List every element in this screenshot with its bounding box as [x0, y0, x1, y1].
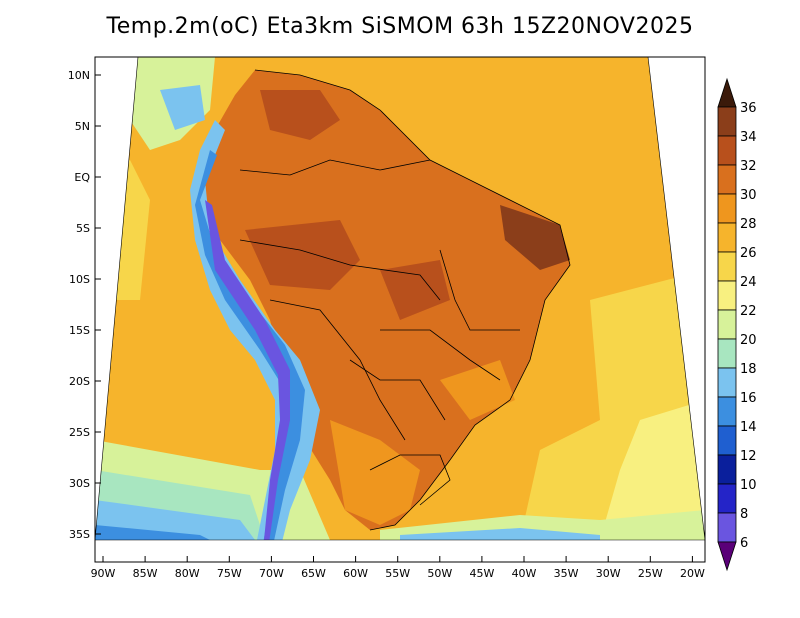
atlantic-lightyellow-zone — [600, 400, 705, 540]
colorbar-label: 12 — [740, 449, 757, 464]
lon-tick-label: 80W — [175, 567, 200, 580]
andes-purple-core — [205, 200, 290, 540]
colorbar-max-arrow — [717, 77, 737, 108]
lat-tick-label: 15S — [69, 324, 90, 337]
southeast-blue-band — [400, 528, 600, 540]
lon-tick-label: 60W — [343, 567, 368, 580]
lat-tick-label: 10S — [69, 273, 90, 286]
southeast-land-zone — [440, 360, 515, 420]
pacific-north-blue-zone — [160, 85, 205, 130]
lon-tick-label: 75W — [217, 567, 242, 580]
colorbar-label: 36 — [740, 101, 757, 116]
colorbar-segment — [717, 135, 737, 166]
colorbar-segment — [717, 454, 737, 485]
lon-tick-label: 65W — [301, 567, 326, 580]
lat-tick-label: 35S — [69, 528, 90, 541]
colorbar-segment — [717, 483, 737, 514]
lon-tick-label: 90W — [91, 567, 116, 580]
lon-tick-label: 25W — [638, 567, 663, 580]
hot-north-zone — [260, 90, 340, 140]
andes-blue-core — [195, 150, 305, 540]
lon-tick-label: 20W — [680, 567, 705, 580]
lon-tick-label: 40W — [512, 567, 537, 580]
lat-tick-label: 5S — [76, 222, 90, 235]
hot-central-zone — [380, 260, 450, 320]
lon-tick-label: 30W — [596, 567, 621, 580]
colorbar-label: 30 — [740, 188, 757, 203]
colorbar-label: 20 — [740, 333, 757, 348]
axes-frame — [94, 56, 706, 563]
hot-northeast-zone — [500, 205, 570, 270]
latitude-axis: 10N 5N EQ 5S 10S 15S 20S 25S 30S 35S — [68, 69, 101, 541]
country-borders — [239, 69, 571, 531]
colorbar-segment — [717, 512, 737, 543]
south-blue-band — [95, 525, 210, 540]
lon-tick-label: 35W — [554, 567, 579, 580]
lat-tick-label: EQ — [74, 171, 90, 184]
lon-tick-label: 45W — [469, 567, 494, 580]
colorbar-segment — [717, 396, 737, 427]
colorbar-segment — [717, 193, 737, 224]
map-title: Temp.2m(oC) Eta3km SiSMOM 63h 15Z20NOV20… — [106, 14, 694, 39]
colorbar-label: 16 — [740, 391, 757, 406]
colorbar-segment — [717, 425, 737, 456]
colorbar: 36 34 32 30 28 26 24 22 20 18 16 14 12 10 8 6 — [717, 77, 757, 572]
lat-tick-label: 10N — [68, 69, 90, 82]
colorbar-segment — [717, 222, 737, 253]
south-land-zone — [330, 420, 420, 525]
colorbar-segment — [717, 338, 737, 369]
colorbar-segment — [717, 164, 737, 195]
colorbar-min-arrow — [717, 541, 737, 572]
lon-tick-label: 55W — [385, 567, 410, 580]
colorbar-segment — [717, 309, 737, 340]
colorbar-segment — [717, 280, 737, 311]
lat-tick-label: 20S — [69, 375, 90, 388]
colorbar-label: 10 — [740, 478, 757, 493]
colorbar-label: 14 — [740, 420, 757, 435]
lon-tick-label: 70W — [259, 567, 284, 580]
colorbar-label: 22 — [740, 304, 757, 319]
longitude-axis: 90W 85W 80W 75W 70W 65W 60W 55W 50W 45W 40W 35W 30W 2… — [91, 556, 705, 580]
colorbar-label: 28 — [740, 217, 757, 232]
colorbar-label: 26 — [740, 246, 757, 261]
lat-tick-label: 5N — [75, 120, 90, 133]
temperature-field — [95, 57, 705, 540]
colorbar-segment — [717, 106, 737, 137]
colorbar-label: 34 — [740, 130, 757, 145]
hot-west-amazon-zone — [245, 220, 360, 290]
lon-tick-label: 85W — [133, 567, 158, 580]
colorbar-label: 24 — [740, 275, 757, 290]
lon-tick-label: 50W — [427, 567, 452, 580]
colorbar-segment — [717, 251, 737, 282]
lat-tick-label: 30S — [69, 477, 90, 490]
colorbar-label: 18 — [740, 362, 757, 377]
lat-tick-label: 25S — [69, 426, 90, 439]
colorbar-label: 32 — [740, 159, 757, 174]
colorbar-label: 8 — [740, 507, 748, 522]
colorbar-label: 6 — [740, 536, 748, 551]
colorbar-segment — [717, 367, 737, 398]
